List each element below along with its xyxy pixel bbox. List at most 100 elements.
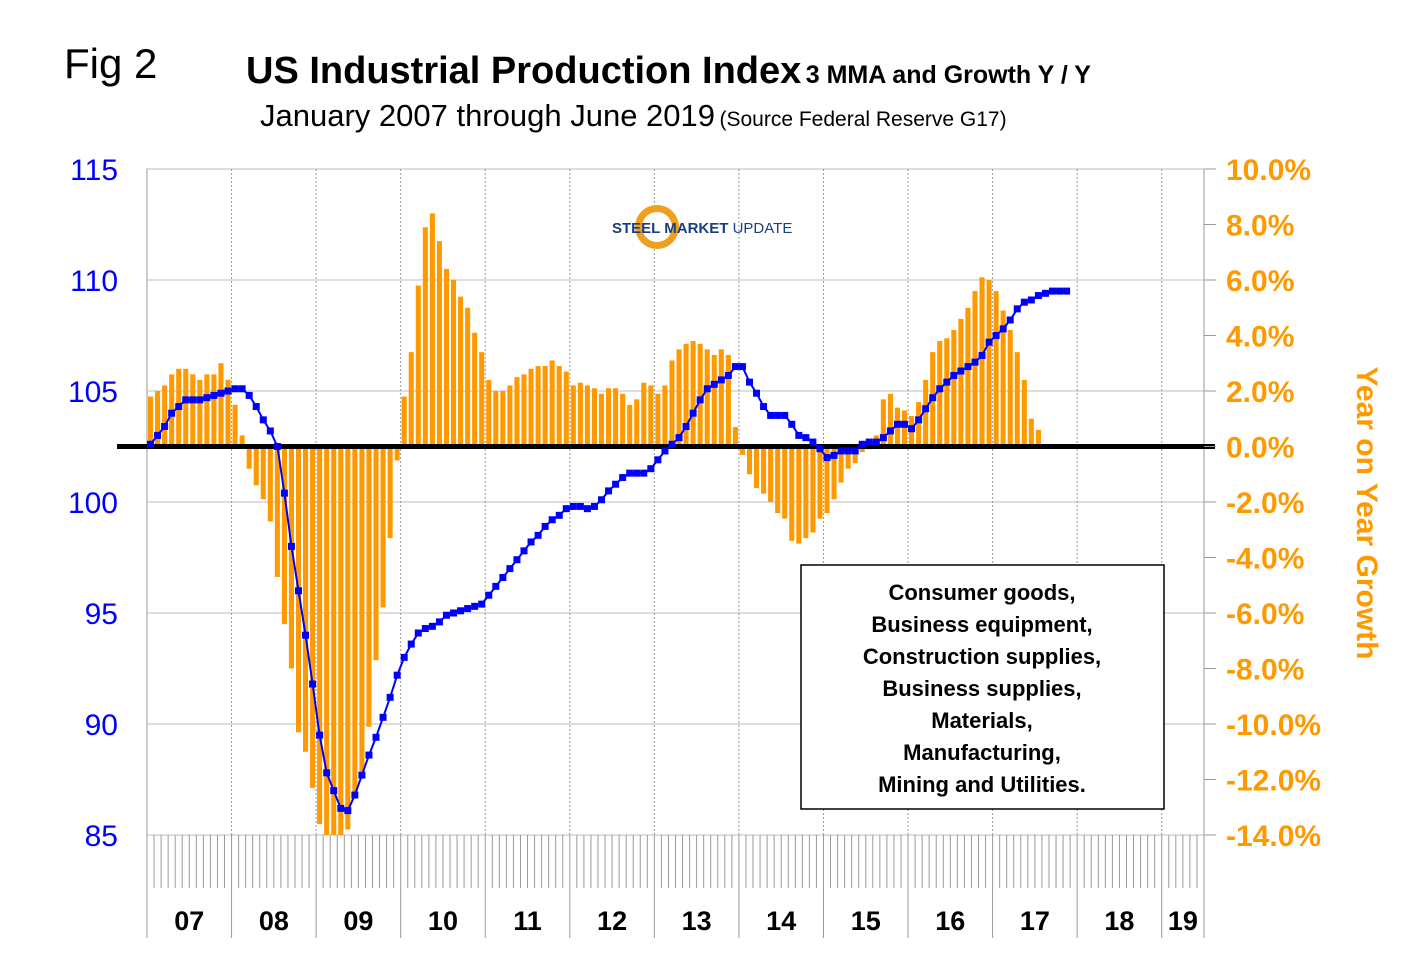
growth-bars [147, 213, 1041, 835]
growth-bar [373, 446, 379, 661]
index-point [1006, 316, 1014, 324]
growth-bar [697, 343, 703, 447]
index-point [745, 378, 753, 386]
growth-bar [422, 227, 428, 447]
index-point [943, 378, 951, 386]
right-axis-title: Year on Year Growth [1350, 367, 1383, 660]
index-point [442, 611, 450, 619]
x-year-label: 19 [1168, 906, 1198, 936]
growth-bar [556, 366, 562, 447]
index-point [337, 804, 345, 812]
index-point [816, 445, 824, 453]
x-year-label: 13 [682, 906, 712, 936]
index-point [1056, 287, 1064, 295]
growth-bar [380, 446, 386, 608]
chart-title-suffix: 3 MMA and Growth Y / Y [805, 61, 1091, 89]
growth-bar [648, 385, 654, 447]
index-point [330, 787, 338, 795]
index-point [245, 391, 253, 399]
growth-bar [859, 446, 865, 453]
index-point [196, 396, 204, 404]
index-point [633, 469, 641, 477]
index-point [309, 680, 317, 688]
right-axis-tick-label: -14.0% [1226, 820, 1321, 853]
growth-bar [542, 366, 548, 447]
index-point [379, 713, 387, 721]
index-point [696, 396, 704, 404]
index-point [661, 447, 669, 455]
growth-bar [429, 213, 435, 447]
index-point [259, 416, 267, 424]
x-year-label: 14 [766, 906, 796, 936]
index-point [323, 769, 331, 777]
index-point [922, 405, 930, 413]
growth-bar [500, 391, 506, 447]
growth-bar [591, 388, 598, 447]
growth-bar [521, 374, 527, 447]
growth-bar [613, 388, 619, 447]
growth-bar [634, 399, 640, 447]
index-point [344, 807, 352, 815]
growth-bar [204, 374, 210, 447]
steel-market-update-logo: STEEL MARKET UPDATE [612, 205, 792, 249]
legend-line: Mining and Utilities. [878, 772, 1086, 797]
growth-bar [944, 338, 950, 447]
index-point [147, 440, 155, 448]
index-point [569, 502, 577, 510]
logo-word-update: UPDATE [733, 220, 793, 237]
axes: 115 110 105 100 95 90 85 10.0% 8.0% 6.0% 4.0% 2.0% 0… [68, 154, 1383, 938]
growth-bar [711, 354, 717, 447]
index-point [548, 516, 556, 524]
index-point [471, 602, 479, 610]
index-point [513, 556, 521, 564]
index-point [703, 385, 711, 393]
growth-bar [479, 352, 485, 447]
index-point [492, 582, 500, 590]
index-point [421, 625, 429, 633]
left-axis-tick-label: 115 [70, 154, 118, 187]
index-point [414, 629, 422, 637]
growth-bar [937, 341, 943, 447]
growth-bar [577, 382, 583, 447]
index-point [386, 693, 394, 701]
growth-bar [274, 446, 280, 577]
index-point [901, 420, 909, 428]
index-point [647, 465, 655, 473]
right-axis-tick-label: -8.0% [1226, 654, 1304, 687]
growth-bar [655, 393, 661, 447]
x-year-label: 09 [343, 906, 373, 936]
growth-bar [993, 291, 999, 447]
growth-bar [739, 446, 745, 455]
right-axis-tick-label: 4.0% [1226, 321, 1294, 354]
index-point [252, 403, 260, 411]
index-point [372, 733, 380, 741]
growth-bar [951, 329, 957, 447]
growth-bar [436, 241, 442, 447]
index-point [689, 409, 697, 417]
index-point [365, 751, 373, 759]
index-point [830, 451, 838, 459]
logo-inner-circle-icon [642, 212, 672, 242]
growth-bar [507, 385, 513, 447]
growth-bar [662, 385, 668, 447]
index-point [957, 367, 965, 375]
index-point [999, 325, 1007, 333]
growth-bar [317, 446, 323, 824]
growth-bar [366, 446, 372, 727]
growth-bar [746, 446, 753, 475]
left-axis-tick-label: 95 [85, 598, 118, 631]
index-point [605, 487, 613, 495]
index-point [971, 358, 979, 366]
index-point [675, 434, 683, 442]
right-axis-tick-label: -6.0% [1226, 598, 1304, 631]
right-axis-tick-label: 10.0% [1226, 154, 1311, 187]
x-year-label: 10 [428, 906, 458, 936]
index-point [506, 565, 514, 573]
growth-bar [331, 446, 337, 835]
index-point [154, 431, 162, 439]
index-point [464, 605, 472, 613]
index-point [217, 389, 225, 397]
growth-bar [359, 446, 365, 772]
index-point [1027, 296, 1035, 304]
growth-bar [535, 366, 541, 447]
